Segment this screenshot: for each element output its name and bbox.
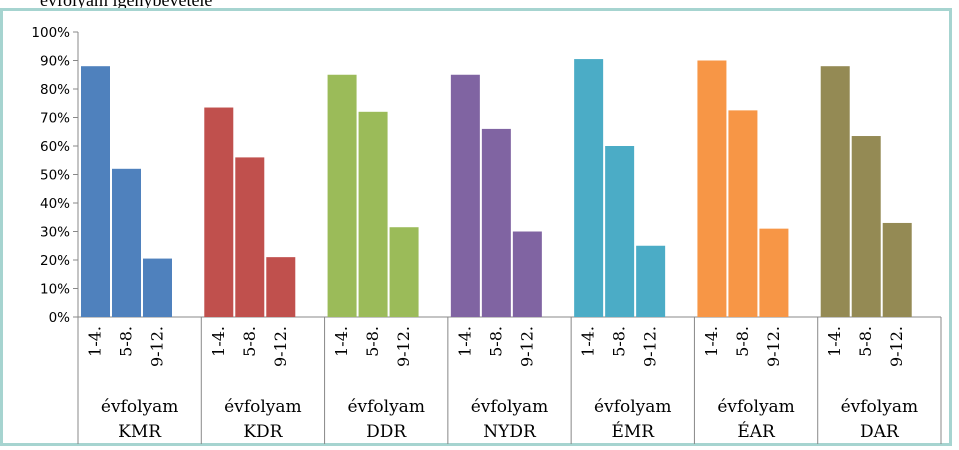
y-tick-label: 30% <box>40 225 70 241</box>
bar-category-label: 1-4. <box>455 326 474 357</box>
clipped-caption-text: évfolyam igénybevétele <box>40 0 340 10</box>
bar-kdr-1 <box>204 107 234 318</box>
y-tick-label: 90% <box>40 54 70 70</box>
bar-category-label: 5-8. <box>363 326 382 357</box>
bar-category-label: 9-12. <box>271 326 290 367</box>
group-label-line2: KMR <box>118 422 162 442</box>
bar-category-label: 1-4. <box>209 326 228 357</box>
bar-ddr-1 <box>327 74 357 317</box>
group-label-line1: évfolyam <box>717 397 795 417</box>
bar-éar-2 <box>728 110 758 317</box>
y-tick-label: 0% <box>49 310 71 326</box>
bar-ddr-2 <box>358 111 388 317</box>
y-tick-label: 80% <box>40 82 70 98</box>
group-label-line1: évfolyam <box>471 397 549 417</box>
bar-kmr-1 <box>81 66 110 317</box>
bar-category-label: 1-4. <box>702 326 721 357</box>
bar-category-label: 9-12. <box>394 326 413 367</box>
caption-text: évfolyam igénybevétele <box>40 0 213 10</box>
bar-category-label: 5-8. <box>856 326 875 357</box>
bar-kmr-2 <box>112 168 141 317</box>
bar-category-label: 1-4. <box>825 326 844 357</box>
bar-dar-3 <box>882 222 912 317</box>
y-tick-label: 50% <box>40 168 70 184</box>
y-tick-label: 10% <box>40 282 70 298</box>
bar-category-label: 5-8. <box>610 326 629 357</box>
bar-category-label: 5-8. <box>240 326 259 357</box>
bar-dar-1 <box>820 66 850 317</box>
y-tick-label: 20% <box>40 253 70 269</box>
bar-éar-1 <box>697 60 727 317</box>
y-tick-label: 60% <box>40 139 70 155</box>
group-label-line2: ÉAR <box>737 421 776 442</box>
group-label-line1: évfolyam <box>841 397 919 417</box>
bar-éar-3 <box>759 228 789 317</box>
bar-ddr-3 <box>389 227 419 317</box>
bar-category-label: 9-12. <box>148 326 167 367</box>
group-label-line2: DAR <box>860 422 900 442</box>
bar-category-label: 9-12. <box>764 326 783 367</box>
bar-category-label: 1-4. <box>579 326 598 357</box>
bar-nydr-2 <box>481 128 511 317</box>
bar-kdr-3 <box>266 257 296 317</box>
bar-category-label: 9-12. <box>517 326 536 367</box>
bar-kdr-2 <box>235 157 265 317</box>
group-label-line2: NYDR <box>483 422 537 442</box>
labels: 0% 10% 20% 30% 40% 50% 60% 70% 80% 90% 100% 1-4. 5-8… <box>31 25 918 442</box>
bar-dar-2 <box>851 136 881 317</box>
group-label-line1: évfolyam <box>224 397 302 417</box>
bar-category-label: 9-12. <box>641 326 660 367</box>
bars <box>81 59 912 318</box>
y-tick-label: 70% <box>40 111 70 127</box>
group-label-line1: évfolyam <box>594 397 672 417</box>
bar-category-label: 9-12. <box>887 326 906 367</box>
group-label-line1: évfolyam <box>101 397 179 417</box>
bar-category-label: 1-4. <box>332 326 351 357</box>
group-label-line2: ÉMR <box>611 421 655 442</box>
group-label-line1: évfolyam <box>347 397 425 417</box>
bar-émr-3 <box>636 245 666 317</box>
bar-nydr-3 <box>512 231 542 317</box>
bar-category-label: 5-8. <box>733 326 752 357</box>
bar-émr-2 <box>605 146 635 317</box>
bar-kmr-3 <box>143 258 172 317</box>
bar-émr-1 <box>574 59 604 317</box>
y-tick-label: 100% <box>31 25 70 41</box>
bar-category-label: 5-8. <box>486 326 505 357</box>
group-label-line2: KDR <box>243 422 283 442</box>
chart-frame <box>0 8 952 446</box>
bar-nydr-1 <box>450 74 480 317</box>
bar-category-label: 1-4. <box>86 326 105 357</box>
bar-category-label: 5-8. <box>117 326 136 357</box>
y-tick-label: 40% <box>40 196 70 212</box>
group-label-line2: DDR <box>366 422 407 442</box>
